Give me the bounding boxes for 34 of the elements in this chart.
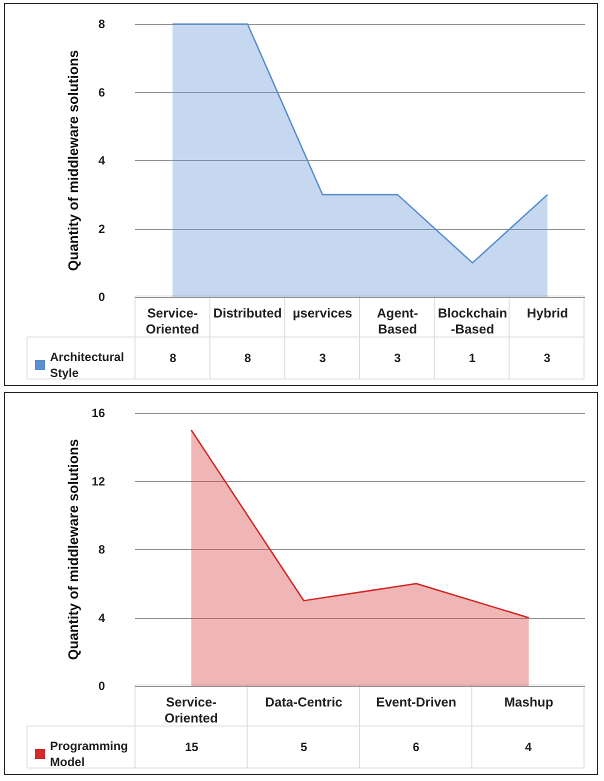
y-tick-label: 12 bbox=[92, 474, 106, 488]
y-axis-title: Quantity of middleware solutions bbox=[65, 438, 81, 660]
data-label: 8 bbox=[243, 350, 252, 367]
x-tick-label: µservices bbox=[292, 306, 352, 320]
x-tick-label: Blockchain-Based bbox=[438, 306, 508, 336]
x-tick-label: Hybrid bbox=[526, 306, 568, 320]
legend-label: Programming Model bbox=[50, 739, 132, 769]
legend-label: Architectural Style bbox=[50, 350, 128, 380]
y-tick-label: 16 bbox=[92, 406, 106, 420]
x-tick-label: Mashup bbox=[504, 694, 554, 710]
y-tick-label: 0 bbox=[98, 679, 106, 693]
data-label: 4 bbox=[524, 739, 533, 756]
data-label: 1 bbox=[468, 350, 477, 367]
y-tick-label: 8 bbox=[98, 542, 106, 556]
x-tick-label: Event-Driven bbox=[376, 694, 456, 710]
data-label: 6 bbox=[412, 739, 420, 756]
y-tick-label: 4 bbox=[98, 610, 106, 625]
y-tick-label: 6 bbox=[98, 85, 106, 100]
data-label: 8 bbox=[168, 350, 178, 367]
data-label: 3 bbox=[542, 350, 552, 367]
data-label: 5 bbox=[300, 739, 308, 756]
x-tick-label: Agent-Based bbox=[376, 306, 418, 336]
x-tick-label: Service-Oriented bbox=[164, 694, 218, 726]
data-label: 3 bbox=[393, 350, 402, 367]
x-tick-label: Data-Centric bbox=[265, 694, 342, 710]
y-tick-label: 2 bbox=[98, 222, 106, 236]
y-axis-title: Quantity of middleware solutions bbox=[65, 50, 81, 271]
data-label: 15 bbox=[184, 739, 200, 756]
x-tick-label: Distributed bbox=[213, 306, 282, 320]
y-tick-label: 4 bbox=[98, 154, 106, 168]
y-tick-label: 8 bbox=[98, 17, 106, 31]
y-tick-label: 0 bbox=[98, 290, 106, 304]
x-tick-label: Service-Oriented bbox=[146, 306, 200, 336]
data-label: 3 bbox=[318, 350, 327, 367]
